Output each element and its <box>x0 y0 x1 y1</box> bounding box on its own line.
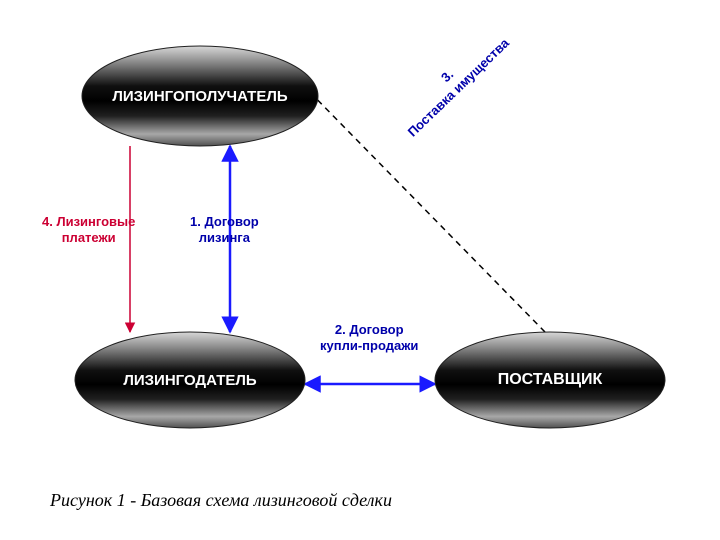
edge-label-sale_contract: 2. Договоркупли-продажи <box>320 322 418 353</box>
edge-label-delivery: 3.Поставка имущества <box>370 1 536 162</box>
edge-label-payments: 4. Лизинговыеплатежи <box>42 214 135 245</box>
figure-caption: Рисунок 1 - Базовая схема лизинговой сде… <box>50 490 392 511</box>
node-label-supplier: ПОСТАВЩИК <box>435 332 665 428</box>
edge-label-contract_leasing: 1. Договорлизинга <box>190 214 259 245</box>
node-label-lessor: ЛИЗИНГОДАТЕЛЬ <box>75 332 305 428</box>
node-label-lessee: ЛИЗИНГОПОЛУЧАТЕЛЬ <box>82 46 318 146</box>
